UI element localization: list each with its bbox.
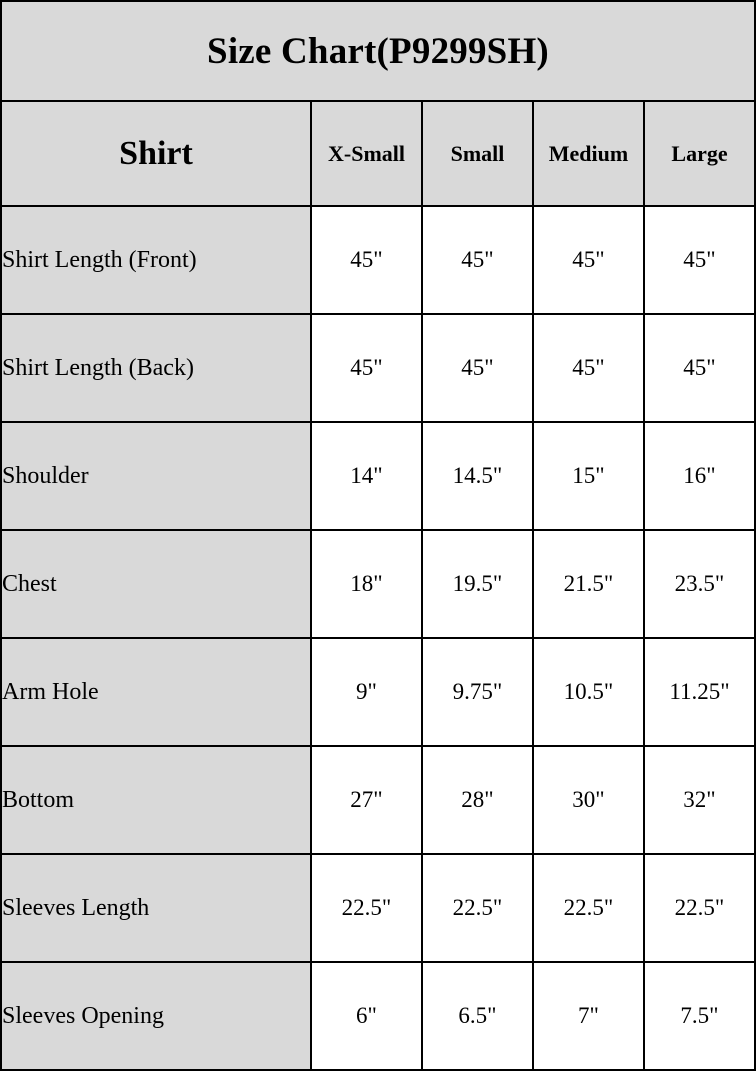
measurement-value: 16": [643, 421, 756, 531]
measurement-value: 45": [532, 205, 645, 315]
measurement-label: Sleeves Opening: [0, 961, 312, 1071]
measurement-value: 45": [643, 205, 756, 315]
measurement-value: 45": [532, 313, 645, 423]
measurement-value: 9": [310, 637, 423, 747]
measurement-value: 27": [310, 745, 423, 855]
measurement-value: 32": [643, 745, 756, 855]
measurement-label: Arm Hole: [0, 637, 312, 747]
measurement-value: 6.5": [421, 961, 534, 1071]
table-row: Shirt Length (Front) 45" 45" 45" 45": [0, 205, 756, 315]
chart-title: Size Chart(P9299SH): [0, 0, 756, 102]
size-header-large: Large: [643, 100, 756, 207]
table-row: Sleeves Opening 6" 6.5" 7" 7.5": [0, 961, 756, 1071]
measurement-value: 22.5": [532, 853, 645, 963]
measurement-label: Chest: [0, 529, 312, 639]
size-header-x-small: X-Small: [310, 100, 423, 207]
measurement-value: 7.5": [643, 961, 756, 1071]
measurement-value: 45": [310, 313, 423, 423]
measurement-label: Shirt Length (Back): [0, 313, 312, 423]
measurement-value: 15": [532, 421, 645, 531]
measurement-value: 14.5": [421, 421, 534, 531]
size-header-medium: Medium: [532, 100, 645, 207]
measurement-label: Sleeves Length: [0, 853, 312, 963]
measurement-value: 45": [421, 205, 534, 315]
measurement-label: Bottom: [0, 745, 312, 855]
measurement-value: 22.5": [421, 853, 534, 963]
table-row: Bottom 27" 28" 30" 32": [0, 745, 756, 855]
measurement-value: 23.5": [643, 529, 756, 639]
measurement-value: 22.5": [643, 853, 756, 963]
size-header-small: Small: [421, 100, 534, 207]
table-row: Shirt Length (Back) 45" 45" 45" 45": [0, 313, 756, 423]
title-row: Size Chart(P9299SH): [0, 0, 756, 102]
measurement-value: 19.5": [421, 529, 534, 639]
measurement-value: 11.25": [643, 637, 756, 747]
measurement-value: 18": [310, 529, 423, 639]
measurement-value: 21.5": [532, 529, 645, 639]
measurement-label: Shoulder: [0, 421, 312, 531]
table-row: Shoulder 14" 14.5" 15" 16": [0, 421, 756, 531]
measurement-value: 22.5": [310, 853, 423, 963]
measurement-value: 45": [421, 313, 534, 423]
measurement-value: 45": [643, 313, 756, 423]
table-row: Chest 18" 19.5" 21.5" 23.5": [0, 529, 756, 639]
measurement-value: 10.5": [532, 637, 645, 747]
measurement-value: 9.75": [421, 637, 534, 747]
measurement-value: 14": [310, 421, 423, 531]
measurement-value: 7": [532, 961, 645, 1071]
category-header: Shirt: [0, 100, 312, 207]
table-row: Sleeves Length 22.5" 22.5" 22.5" 22.5": [0, 853, 756, 963]
measurement-value: 30": [532, 745, 645, 855]
column-header-row: Shirt X-Small Small Medium Large: [0, 100, 756, 207]
measurement-value: 6": [310, 961, 423, 1071]
table-row: Arm Hole 9" 9.75" 10.5" 11.25": [0, 637, 756, 747]
measurement-value: 45": [310, 205, 423, 315]
measurement-value: 28": [421, 745, 534, 855]
measurement-label: Shirt Length (Front): [0, 205, 312, 315]
